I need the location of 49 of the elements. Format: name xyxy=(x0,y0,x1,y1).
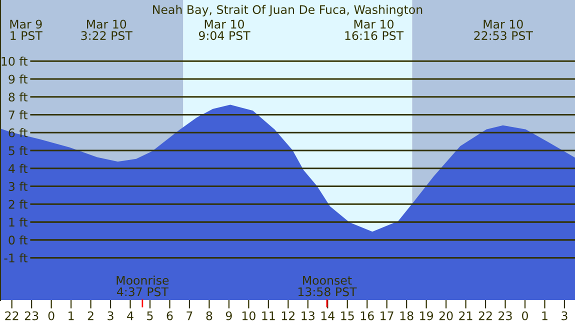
y-tick-label: 9 ft xyxy=(8,74,28,84)
x-tick-label: 21 xyxy=(459,311,472,320)
y-tick-label: 5 ft xyxy=(8,146,28,156)
ref-line-label: Moonset 13:58 PST xyxy=(298,276,357,296)
x-tick-label: 18 xyxy=(400,311,414,320)
x-tick-label: 23 xyxy=(24,311,38,320)
x-tick-label: 0 xyxy=(48,311,54,320)
x-tick-label: 11 xyxy=(262,311,275,320)
y-tick-label: 7 ft xyxy=(8,110,28,120)
x-tick-label: 16 xyxy=(360,311,374,320)
y-tick-label: 1 ft xyxy=(9,218,28,227)
x-tick-label: 22 xyxy=(478,311,492,320)
y-tick-label: -1 ft xyxy=(4,253,28,262)
x-tick-label: 3 xyxy=(562,311,568,320)
x-tick-label: 13 xyxy=(302,311,314,320)
x-tick-label: 19 xyxy=(420,311,433,320)
annotation: Mar 10 3:22 PST xyxy=(81,20,132,40)
x-tick-label: 9 xyxy=(226,311,232,320)
ref-line-label: Moonrise 4:37 PST xyxy=(116,276,169,296)
x-tick-label: 8 xyxy=(206,311,212,320)
x-tick-label: 1 xyxy=(68,311,74,320)
x-tick-label: 10 xyxy=(242,311,256,320)
annotation: Mar 10 16:16 PST xyxy=(345,20,404,40)
y-tick-label: 0 ft xyxy=(8,235,28,245)
x-tick-label: 5 xyxy=(147,311,153,320)
y-tick-label: 3 ft xyxy=(8,182,28,191)
x-tick-label: 4 xyxy=(127,311,134,320)
x-tick-label: 23 xyxy=(498,311,512,320)
y-tick-label: 6 ft xyxy=(8,128,28,138)
x-tick-label: 7 xyxy=(186,311,192,320)
x-tick-label: 2 xyxy=(88,311,94,320)
x-tick-label: 15 xyxy=(341,311,354,320)
x-tick-label: 22 xyxy=(5,311,18,320)
annotation: Mar 10 22:53 PST xyxy=(474,20,533,40)
x-tick-label: 12 xyxy=(282,311,294,320)
x-tick-label: 0 xyxy=(522,311,528,320)
chart-title: Neah Bay, Strait Of Juan De Fuca, Washington xyxy=(153,4,422,16)
x-tick-label: 17 xyxy=(380,311,394,320)
x-tick-label: 20 xyxy=(439,311,453,320)
x-tick-label: 3 xyxy=(108,311,114,320)
y-tick-label: 8 ft xyxy=(8,92,28,102)
annotation: Mar 10 9:04 PST xyxy=(198,20,250,40)
y-tick-label: 4 ft xyxy=(8,164,28,173)
annotation: Mar 9 1 PST xyxy=(10,20,42,40)
x-tick-label: 14 xyxy=(321,311,334,320)
y-tick-label: 10 ft xyxy=(2,56,28,66)
x-tick-label: 1 xyxy=(542,311,548,320)
x-tick-label: 6 xyxy=(166,311,173,320)
y-tick-label: 2 ft xyxy=(8,200,28,209)
